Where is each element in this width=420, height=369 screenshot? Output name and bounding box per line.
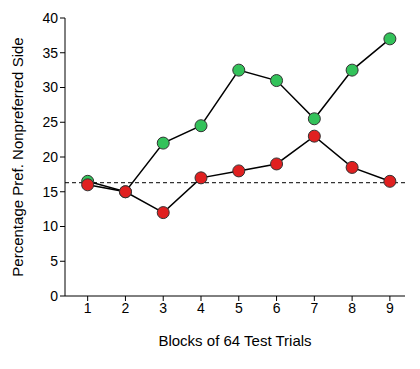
svg-text:7: 7 (310, 300, 318, 316)
svg-text:Percentage Pref. Nonpreferred: Percentage Pref. Nonpreferred Side (9, 37, 26, 276)
svg-text:20: 20 (42, 149, 58, 165)
svg-text:8: 8 (348, 300, 356, 316)
svg-text:3: 3 (159, 300, 167, 316)
svg-text:6: 6 (273, 300, 281, 316)
svg-text:1: 1 (84, 300, 92, 316)
svg-text:30: 30 (42, 79, 58, 95)
svg-text:40: 40 (42, 10, 58, 26)
svg-text:35: 35 (42, 45, 58, 61)
svg-text:0: 0 (50, 288, 58, 304)
svg-text:5: 5 (50, 253, 58, 269)
svg-text:5: 5 (235, 300, 243, 316)
svg-text:2: 2 (122, 300, 130, 316)
svg-text:15: 15 (42, 184, 58, 200)
svg-text:4: 4 (197, 300, 205, 316)
svg-text:25: 25 (42, 114, 58, 130)
svg-text:10: 10 (42, 218, 58, 234)
svg-text:Blocks of 64 Test Trials: Blocks of 64 Test Trials (158, 332, 311, 349)
svg-text:9: 9 (386, 300, 394, 316)
